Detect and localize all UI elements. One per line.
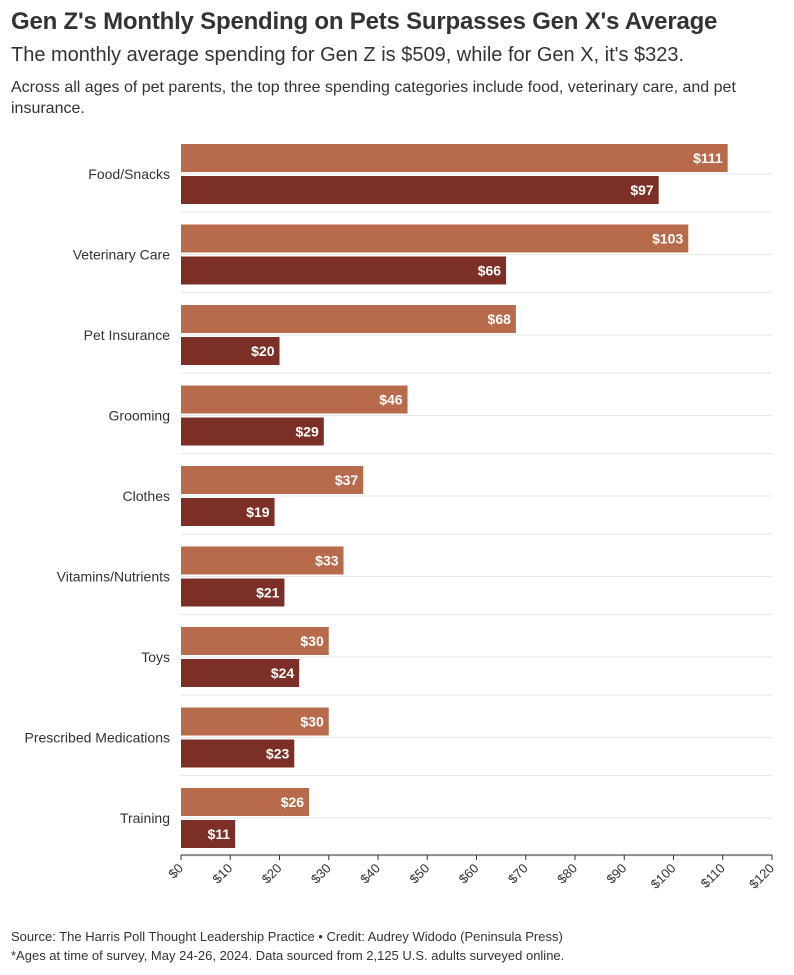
chart-subtitle: The monthly average spending for Gen Z i… [11, 44, 685, 66]
x-tick-label: $90 [603, 861, 629, 887]
category-label: Food/Snacks [88, 166, 170, 182]
bar-chart: $111 $97 $103 $66 $68 $20 $46 $29 $37 $19 $33 $21 $3… [24, 144, 777, 892]
bar-value-label: $111 [693, 150, 723, 166]
chart-description: Across all ages of pet parents, the top … [11, 79, 736, 117]
category-label: Vitamins/Nutrients [57, 569, 170, 585]
bar-value-label: $26 [281, 794, 305, 810]
x-tick-label: $120 [746, 861, 777, 892]
bar-value-label: $23 [266, 746, 290, 762]
category-label: Clothes [123, 488, 170, 504]
bar-gen-x [181, 739, 295, 768]
x-tick-label: $70 [505, 861, 531, 887]
x-tick-label: $40 [357, 861, 383, 887]
bar-gen-z [181, 305, 516, 333]
bar-value-label: $11 [208, 826, 231, 842]
bar-value-label: $68 [488, 311, 512, 327]
bar-value-label: $37 [335, 472, 359, 488]
bar-value-label: $20 [251, 343, 275, 359]
bar-gen-x [181, 176, 659, 204]
bar-value-label: $97 [630, 182, 654, 198]
category-labels: Food/Snacks Veterinary Care Pet Insurance G… [24, 166, 170, 826]
bar-gen-x [181, 498, 275, 526]
x-tick-label: $100 [648, 861, 679, 892]
bar-gen-z [181, 627, 329, 655]
bar-gen-x [181, 578, 285, 607]
category-label: Pet Insurance [84, 327, 171, 343]
chart-title: Gen Z's Monthly Spending on Pets Surpass… [11, 8, 718, 35]
bar-gen-x [181, 337, 280, 365]
bar-value-label: $24 [271, 665, 295, 681]
bar-gen-x [181, 820, 236, 848]
x-tick-label: $30 [308, 861, 334, 887]
bar-value-label: $103 [652, 231, 683, 247]
bar-gen-z [181, 144, 728, 172]
category-label: Veterinary Care [73, 247, 170, 263]
bar-value-label: $66 [478, 263, 502, 279]
x-tick-label: $0 [165, 861, 186, 882]
bar-gen-x [181, 417, 324, 446]
bar-value-label: $30 [300, 714, 324, 730]
bar-gen-z [181, 707, 329, 736]
x-tick-label: $50 [406, 861, 432, 887]
bar-value-label: $19 [246, 504, 270, 520]
survey-note: *Ages at time of survey, May 24-26, 2024… [11, 948, 565, 963]
source-credit: Source: The Harris Poll Thought Leadersh… [11, 929, 563, 944]
bar-gen-z [181, 546, 344, 575]
x-axis: $0 $10 $20 $30 $40 $50 $60 $70 $80 $90 $100 $110 $12… [165, 854, 777, 892]
x-tick-label: $60 [456, 861, 482, 887]
category-label: Training [120, 810, 170, 826]
bar-value-label: $21 [256, 585, 280, 601]
bar-value-label: $29 [295, 424, 319, 440]
category-label: Grooming [109, 408, 170, 424]
bar-value-label: $30 [300, 633, 324, 649]
bar-gen-z [181, 788, 310, 816]
bar-gen-x [181, 659, 300, 687]
x-tick-label: $110 [697, 861, 727, 891]
bars: $111 $97 $103 $66 $68 $20 $46 $29 $37 $19 $33 $21 $3… [181, 144, 728, 848]
x-tick-label: $20 [259, 861, 285, 887]
bar-gen-z [181, 466, 364, 494]
bar-gen-x [181, 256, 507, 285]
bar-gen-z [181, 385, 408, 414]
bar-gen-z [181, 224, 689, 253]
bar-value-label: $33 [315, 553, 339, 569]
x-tick-label: $10 [209, 861, 235, 887]
category-label: Prescribed Medications [24, 730, 170, 746]
category-label: Toys [141, 649, 170, 665]
bar-value-label: $46 [379, 392, 403, 408]
x-tick-label: $80 [554, 861, 580, 887]
